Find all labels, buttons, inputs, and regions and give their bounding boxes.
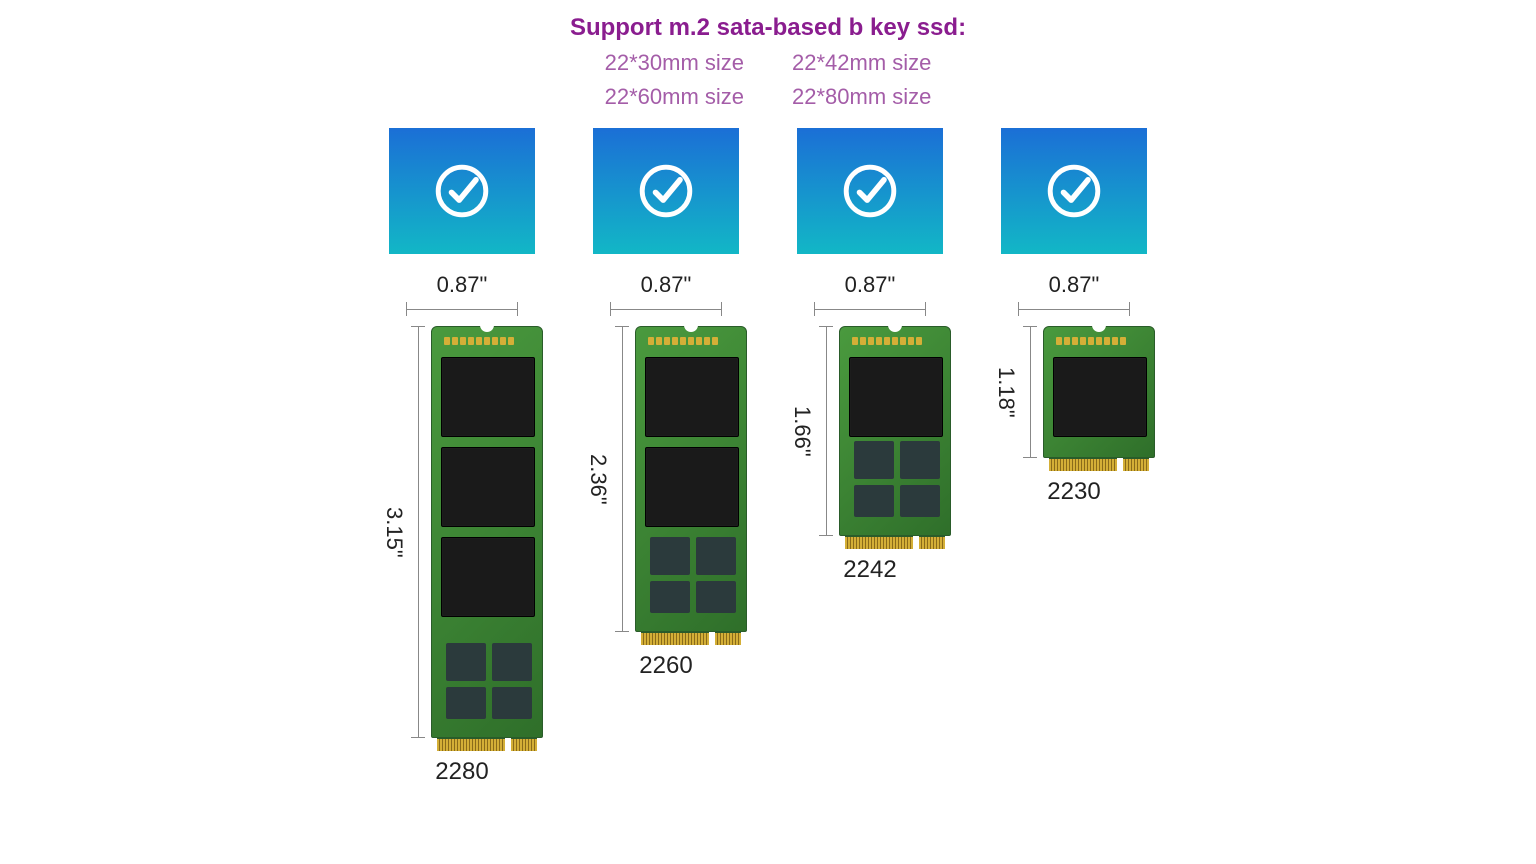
ssd-module (635, 326, 747, 632)
width-dimension: 0.87" (406, 272, 518, 316)
width-label: 0.87" (1018, 272, 1130, 298)
ssd-module (431, 326, 543, 738)
title: Support m.2 sata-based b key ssd: (0, 14, 1536, 42)
width-dimension: 0.87" (814, 272, 926, 316)
sizes-list: 22*30mm size 22*60mm size 22*42mm size 2… (0, 50, 1536, 110)
ssd-column: 0.87" 1.66" 2242 (789, 128, 951, 786)
width-label: 0.87" (610, 272, 722, 298)
size-entry: 22*80mm size (792, 84, 931, 110)
ssd-module (839, 326, 951, 536)
height-dimension: 1.18" (993, 326, 1037, 458)
size-entry: 22*30mm size (605, 50, 744, 76)
checkmark-icon (631, 156, 701, 226)
supported-badge (797, 128, 943, 254)
height-dimension: 3.15" (381, 326, 425, 738)
model-label: 2242 (843, 556, 896, 584)
supported-badge (593, 128, 739, 254)
ssd-column: 0.87" 2.36" 2260 (585, 128, 747, 786)
ssd-columns: 0.87" 3.15" 2280 0.87" 2.36" (0, 128, 1536, 786)
header: Support m.2 sata-based b key ssd: 22*30m… (0, 0, 1536, 110)
width-dimension: 0.87" (1018, 272, 1130, 316)
model-label: 2230 (1047, 478, 1100, 506)
checkmark-icon (1039, 156, 1109, 226)
checkmark-icon (427, 156, 497, 226)
ssd-module (1043, 326, 1155, 458)
supported-badge (389, 128, 535, 254)
height-label: 1.66" (789, 406, 815, 457)
size-entry: 22*42mm size (792, 50, 931, 76)
model-label: 2260 (639, 652, 692, 680)
height-dimension: 2.36" (585, 326, 629, 632)
supported-badge (1001, 128, 1147, 254)
ssd-column: 0.87" 1.18" 2230 (993, 128, 1155, 786)
checkmark-icon (835, 156, 905, 226)
width-label: 0.87" (814, 272, 926, 298)
height-dimension: 1.66" (789, 326, 833, 536)
ssd-column: 0.87" 3.15" 2280 (381, 128, 543, 786)
height-label: 1.18" (993, 367, 1019, 418)
model-label: 2280 (435, 758, 488, 786)
height-label: 3.15" (381, 507, 407, 558)
size-entry: 22*60mm size (605, 84, 744, 110)
height-label: 2.36" (585, 454, 611, 505)
width-label: 0.87" (406, 272, 518, 298)
width-dimension: 0.87" (610, 272, 722, 316)
